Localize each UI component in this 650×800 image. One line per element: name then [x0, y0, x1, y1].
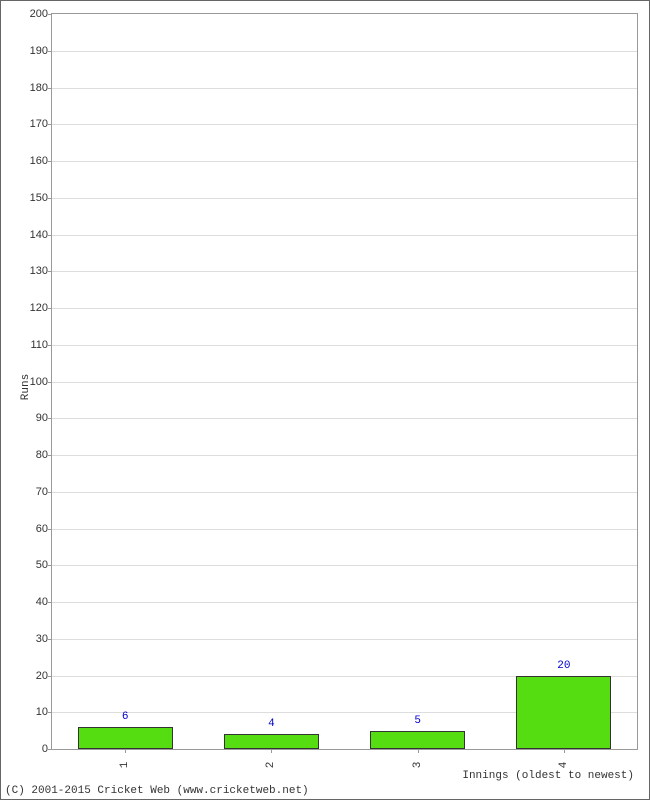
copyright-text: (C) 2001-2015 Cricket Web (www.cricketwe… [5, 785, 309, 797]
gridline [52, 271, 637, 272]
ytick-label: 180 [30, 82, 48, 94]
ytick-mark [48, 529, 52, 530]
bar [516, 676, 611, 750]
xtick-mark [125, 749, 126, 753]
gridline [52, 198, 637, 199]
ytick-label: 50 [36, 559, 48, 571]
gridline [52, 565, 637, 566]
y-axis-label: Runs [20, 373, 32, 399]
ytick-mark [48, 88, 52, 89]
ytick-mark [48, 676, 52, 677]
ytick-label: 20 [36, 670, 48, 682]
ytick-label: 120 [30, 302, 48, 314]
ytick-mark [48, 161, 52, 162]
bar [370, 731, 465, 749]
ytick-mark [48, 749, 52, 750]
bar-value-label: 6 [122, 711, 129, 723]
ytick-label: 0 [42, 743, 48, 755]
ytick-mark [48, 51, 52, 52]
gridline [52, 88, 637, 89]
ytick-mark [48, 14, 52, 15]
ytick-label: 80 [36, 449, 48, 461]
ytick-mark [48, 418, 52, 419]
ytick-label: 70 [36, 486, 48, 498]
ytick-label: 140 [30, 229, 48, 241]
ytick-mark [48, 382, 52, 383]
bar-value-label: 20 [557, 660, 570, 672]
ytick-label: 130 [30, 265, 48, 277]
ytick-mark [48, 639, 52, 640]
ytick-mark [48, 345, 52, 346]
gridline [52, 235, 637, 236]
ytick-mark [48, 198, 52, 199]
ytick-mark [48, 124, 52, 125]
gridline [52, 639, 637, 640]
x-axis-label: Innings (oldest to newest) [462, 770, 634, 782]
gridline [52, 602, 637, 603]
gridline [52, 161, 637, 162]
gridline [52, 124, 637, 125]
ytick-label: 30 [36, 633, 48, 645]
chart-container: 0102030405060708090100110120130140150160… [0, 0, 650, 800]
ytick-label: 60 [36, 523, 48, 535]
xtick-mark [271, 749, 272, 753]
ytick-mark [48, 712, 52, 713]
ytick-mark [48, 271, 52, 272]
bar [224, 734, 319, 749]
ytick-mark [48, 235, 52, 236]
gridline [52, 382, 637, 383]
ytick-label: 10 [36, 706, 48, 718]
gridline [52, 529, 637, 530]
ytick-label: 90 [36, 412, 48, 424]
xtick-mark [418, 749, 419, 753]
ytick-mark [48, 602, 52, 603]
gridline [52, 51, 637, 52]
ytick-label: 190 [30, 45, 48, 57]
xtick-label: 2 [265, 762, 277, 769]
xtick-label: 4 [558, 762, 570, 769]
ytick-label: 40 [36, 596, 48, 608]
ytick-mark [48, 565, 52, 566]
ytick-mark [48, 492, 52, 493]
gridline [52, 345, 637, 346]
xtick-label: 1 [119, 762, 131, 769]
ytick-label: 200 [30, 8, 48, 20]
xtick-label: 3 [412, 762, 424, 769]
ytick-mark [48, 308, 52, 309]
bar [78, 727, 173, 749]
ytick-label: 170 [30, 118, 48, 130]
bar-value-label: 5 [414, 715, 421, 727]
gridline [52, 492, 637, 493]
ytick-label: 100 [30, 376, 48, 388]
gridline [52, 455, 637, 456]
bar-value-label: 4 [268, 718, 275, 730]
ytick-mark [48, 455, 52, 456]
xtick-mark [564, 749, 565, 753]
gridline [52, 418, 637, 419]
gridline [52, 308, 637, 309]
plot-area: 0102030405060708090100110120130140150160… [51, 13, 638, 750]
ytick-label: 110 [30, 339, 48, 351]
ytick-label: 160 [30, 155, 48, 167]
ytick-label: 150 [30, 192, 48, 204]
